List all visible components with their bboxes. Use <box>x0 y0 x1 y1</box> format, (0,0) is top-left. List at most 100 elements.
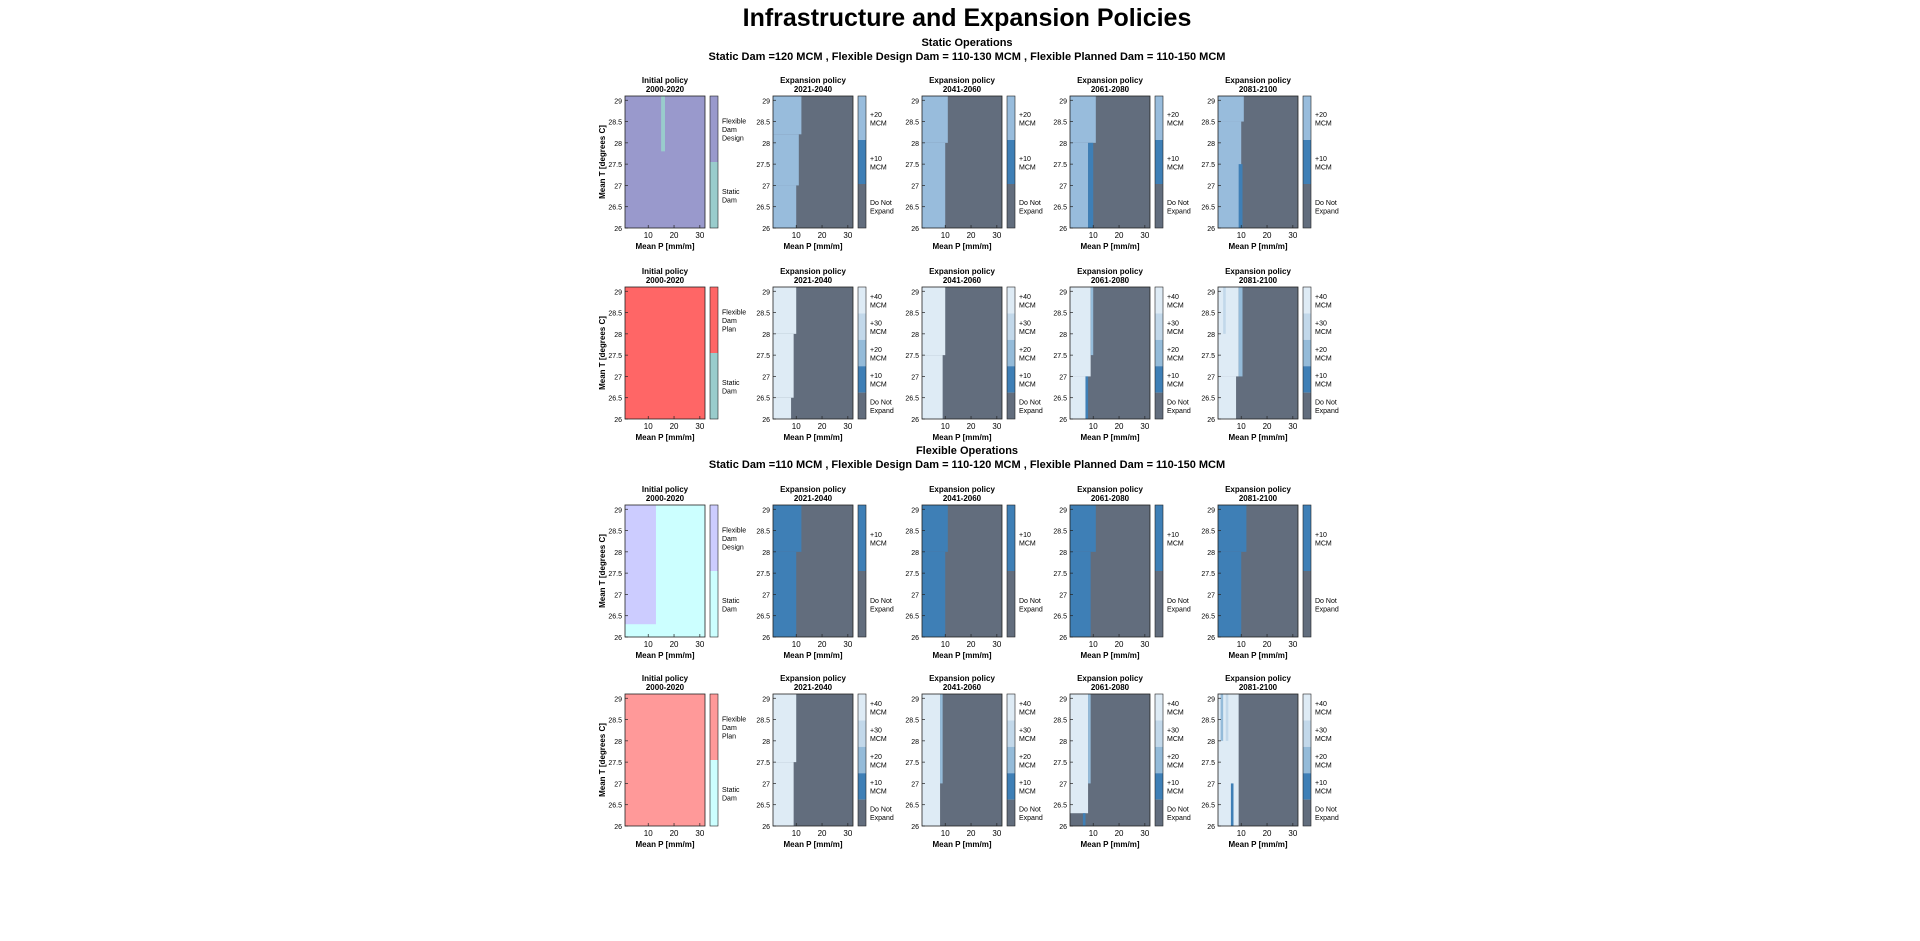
colorbar-label: MCM <box>1167 355 1184 362</box>
colorbar-label: Dam <box>722 795 737 802</box>
y-tick-label: 26 <box>762 824 770 831</box>
colorbar-label: Do Not <box>1315 598 1337 605</box>
y-tick-label: 27 <box>614 183 622 190</box>
colorbar-label: MCM <box>1019 762 1036 769</box>
x-tick-label: 20 <box>818 640 827 649</box>
colorbar-frame <box>857 504 867 638</box>
colorbar-label: MCM <box>1019 355 1036 362</box>
panel-period: 2061-2080 <box>1091 683 1130 692</box>
x-tick-label: 30 <box>843 829 852 838</box>
panel-title: Expansion policy <box>1225 674 1291 683</box>
policy-region <box>773 134 799 186</box>
plot-frame <box>624 693 706 827</box>
policy-region <box>625 505 656 625</box>
colorbar-label: +10 <box>1019 156 1031 163</box>
section-subtitle: Static Dam =120 MCM , Flexible Design Da… <box>709 51 1226 63</box>
y-tick-label: 28 <box>1207 332 1215 339</box>
panel-period: 2041-2060 <box>943 683 982 692</box>
policy-region <box>1223 287 1226 334</box>
x-tick-label: 30 <box>1288 422 1297 431</box>
x-tick-label: 30 <box>1288 640 1297 649</box>
y-tick-label: 27 <box>911 592 919 599</box>
y-tick-label: 29 <box>1059 289 1067 296</box>
x-axis-label: Mean P [mm/m] <box>784 840 843 849</box>
y-tick-label: 27 <box>911 183 919 190</box>
plot-frame <box>1069 504 1151 638</box>
y-tick-label: 26.5 <box>905 803 919 810</box>
colorbar-swatch <box>710 96 718 162</box>
y-tick-label: 26 <box>1207 417 1215 424</box>
colorbar-label: MCM <box>870 382 887 389</box>
x-axis-label: Mean P [mm/m] <box>1229 433 1288 442</box>
colorbar-frame <box>1154 693 1164 827</box>
policy-region <box>1238 287 1243 377</box>
y-tick-label: 28.5 <box>608 718 622 725</box>
colorbar-label: Do Not <box>870 200 892 207</box>
y-tick-label: 27.5 <box>756 353 770 360</box>
colorbar-swatch <box>1007 339 1015 367</box>
x-tick-label: 20 <box>670 422 679 431</box>
y-tick-label: 27.5 <box>1053 353 1067 360</box>
colorbar-label: +20 <box>1167 112 1179 119</box>
policy-region <box>1238 164 1243 228</box>
panel-period: 2041-2060 <box>943 85 982 94</box>
colorbar-swatch <box>858 694 866 721</box>
y-tick-label: 27 <box>1207 374 1215 381</box>
y-tick-label: 27 <box>614 781 622 788</box>
y-tick-label: 27 <box>1059 374 1067 381</box>
colorbar-label: +10 <box>1315 156 1327 163</box>
policy-region <box>1070 376 1086 419</box>
y-tick-label: 26.5 <box>905 396 919 403</box>
y-tick-label: 28.5 <box>756 529 770 536</box>
policy-region <box>1218 551 1242 637</box>
y-tick-label: 28.5 <box>905 311 919 318</box>
y-tick-label: 29 <box>614 289 622 296</box>
x-tick-label: 20 <box>670 640 679 649</box>
colorbar-label: +30 <box>1167 320 1179 327</box>
colorbar-label: MCM <box>1019 164 1036 171</box>
colorbar-swatch <box>1303 140 1311 184</box>
y-tick-label: 28 <box>762 739 770 746</box>
section-title: Flexible Operations <box>916 445 1018 457</box>
y-tick-label: 28 <box>911 739 919 746</box>
y-tick-label: 26.5 <box>905 614 919 621</box>
x-tick-label: 20 <box>967 640 976 649</box>
plot-frame <box>921 286 1003 420</box>
colorbar-label: +10 <box>1167 156 1179 163</box>
colorbar-frame <box>709 95 719 229</box>
y-tick-label: 26 <box>1059 635 1067 642</box>
colorbar-label: MCM <box>1315 120 1332 127</box>
y-tick-label: 27.5 <box>1201 760 1215 767</box>
x-axis-label: Mean P [mm/m] <box>636 651 695 660</box>
colorbar-swatch <box>858 505 866 571</box>
colorbar-label: +20 <box>1019 754 1031 761</box>
colorbar-label: MCM <box>870 120 887 127</box>
policy-region <box>773 185 797 228</box>
panel-title: Expansion policy <box>1225 76 1291 85</box>
colorbar-label: +30 <box>1315 727 1327 734</box>
colorbar-label: Expand <box>1167 408 1191 415</box>
colorbar-label: MCM <box>1167 736 1184 743</box>
colorbar-label: MCM <box>1315 736 1332 743</box>
x-tick-label: 10 <box>644 829 653 838</box>
colorbar-swatch <box>1303 313 1311 340</box>
colorbar-swatch <box>858 140 866 184</box>
section-title: Static Operations <box>921 37 1012 49</box>
colorbar-frame <box>1154 95 1164 229</box>
x-tick-label: 10 <box>1237 231 1246 240</box>
y-tick-label: 28 <box>911 550 919 557</box>
panel-period: 2061-2080 <box>1091 276 1130 285</box>
x-axis-label: Mean P [mm/m] <box>1081 433 1140 442</box>
colorbar-swatch <box>1155 313 1163 340</box>
colorbar-label: MCM <box>1019 382 1036 389</box>
colorbar-label: MCM <box>1019 709 1036 716</box>
panel-title: Expansion policy <box>1077 485 1143 494</box>
policy-region <box>922 355 943 419</box>
colorbar-label: +20 <box>1315 112 1327 119</box>
colorbar-label: MCM <box>1019 329 1036 336</box>
colorbar-label: +10 <box>1019 532 1031 539</box>
panel-title: Initial policy <box>642 76 689 85</box>
panel-title: Initial policy <box>642 485 689 494</box>
colorbar-swatch <box>1007 366 1015 393</box>
y-tick-label: 28 <box>1207 550 1215 557</box>
